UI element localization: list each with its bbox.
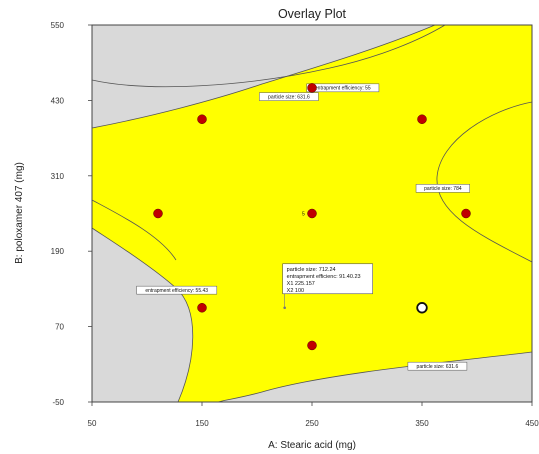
contour-flag-label: particle size: 631.6 (417, 364, 459, 370)
x-tick-label: 250 (305, 419, 319, 428)
contour-flag-box (136, 285, 218, 295)
selected-point[interactable] (416, 302, 428, 314)
y-tick-label: 430 (51, 96, 65, 105)
popup-line: X2 100 (287, 288, 304, 294)
y-tick-label: 70 (55, 323, 64, 332)
contour-flag-label: particle size: 631.6 (268, 94, 310, 100)
popup-line: X1 225.157 (287, 281, 315, 287)
design-points: 5 (153, 83, 471, 351)
contour-line-top (91, 24, 446, 88)
contour-flag-box (306, 83, 380, 93)
design-point (307, 208, 317, 219)
y-tick-label: -50 (52, 398, 64, 407)
popup-anchor-point (283, 306, 286, 310)
contour-flag-box (407, 361, 468, 371)
x-tick-label: 450 (525, 419, 539, 428)
x-axis-title: A: Stearic acid (mg) (268, 440, 356, 451)
design-point (461, 208, 471, 219)
contour-flag-box (259, 92, 319, 101)
y-axis-title: B: poloxamer 407 (mg) (14, 162, 25, 264)
y-axis-ticks: -50 70 190 310 430 550 (51, 21, 92, 407)
center-point-count: 5 (302, 212, 305, 218)
chart-title: Overlay Plot (278, 7, 347, 21)
design-point (307, 340, 317, 351)
design-point (307, 83, 317, 93)
design-point (197, 303, 207, 313)
x-tick-label: 150 (195, 419, 209, 428)
contour-flag-label: particle size: 784 (424, 186, 462, 192)
contour-flag-label: entrapment efficiency: 55 (315, 86, 371, 92)
y-tick-label: 190 (51, 247, 65, 256)
popup-line: particle size: 712.24 (287, 267, 336, 273)
contour-flag-box (415, 184, 470, 193)
x-axis-ticks: 50 150 250 350 450 (88, 402, 539, 428)
contour-flags: entrapment efficiency: 55 particle size: … (136, 83, 470, 371)
contour-flag-label: entrapment efficiency: 55.43 (145, 288, 208, 294)
y-tick-label: 550 (51, 21, 65, 30)
design-point (153, 208, 163, 219)
popup-line: entrapment efficienc: 91.40.23 (287, 274, 361, 280)
x-tick-label: 350 (415, 419, 429, 428)
popup-box (282, 263, 373, 295)
y-tick-label: 310 (51, 172, 65, 181)
design-point (197, 114, 207, 124)
contour-line-left-top (91, 199, 177, 261)
x-tick-label: 50 (88, 419, 97, 428)
design-point (417, 114, 427, 124)
